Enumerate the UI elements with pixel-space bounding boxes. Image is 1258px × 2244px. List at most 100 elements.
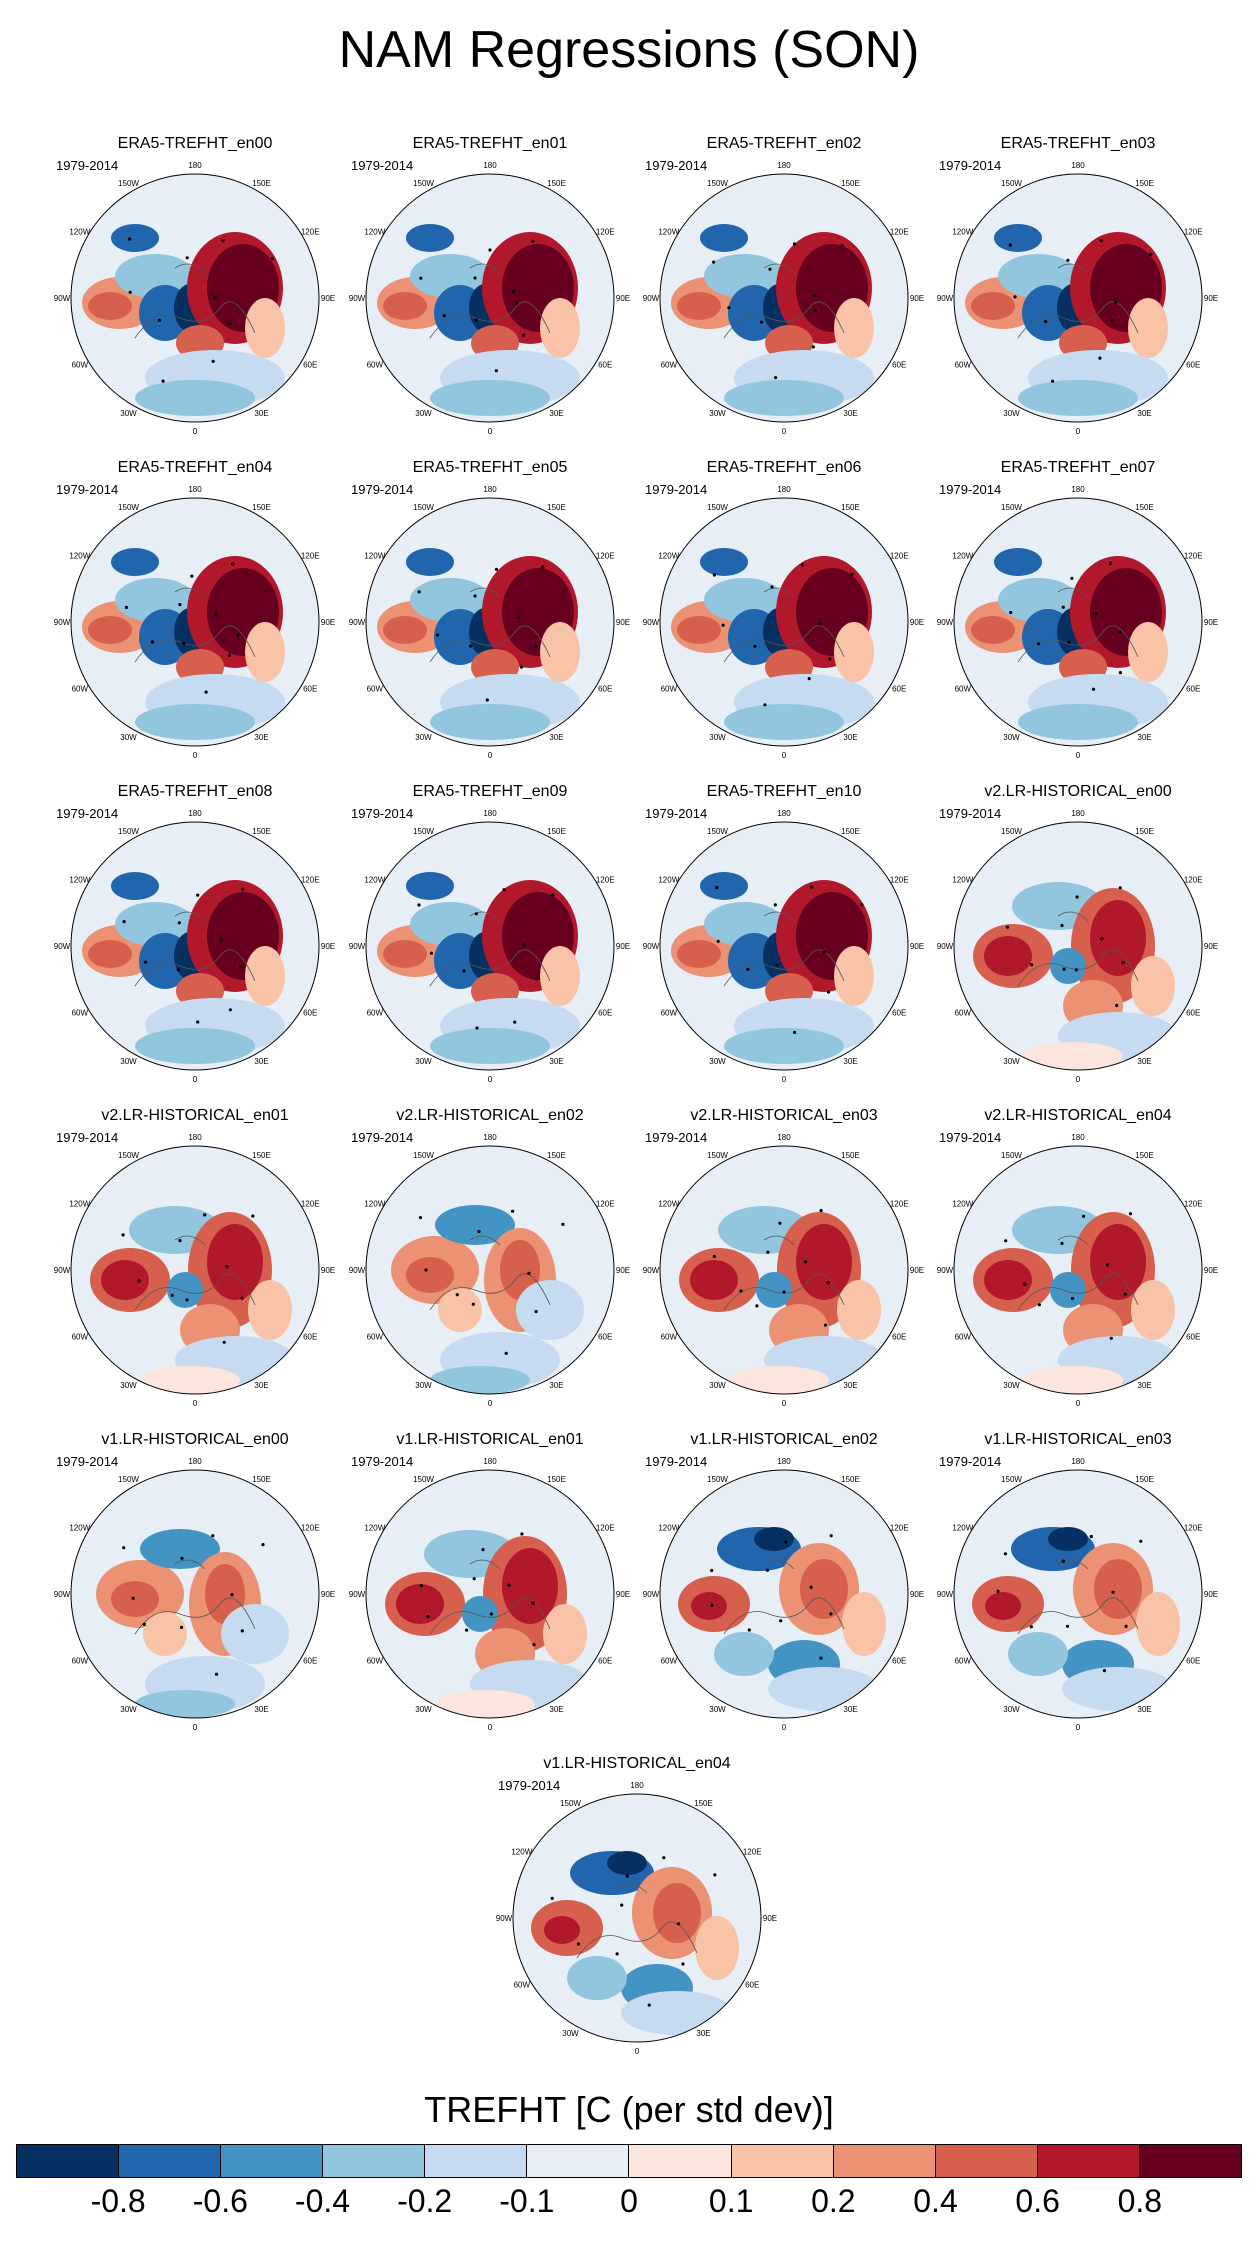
- longitude-label: 120W: [952, 552, 973, 561]
- longitude-label: 30W: [709, 409, 726, 418]
- longitude-label: 150W: [413, 827, 434, 836]
- significance-dot: [474, 912, 478, 916]
- longitude-label: 60W: [955, 1333, 972, 1342]
- map-panel: v1.LR-HISTORICAL_en03 1979-2014 180 150E 120…: [933, 1430, 1223, 1732]
- map-panel: v1.LR-HISTORICAL_en00 1979-2014 180 150E 120…: [50, 1430, 340, 1732]
- longitude-label: 150W: [118, 1475, 139, 1484]
- map-boundary: [659, 1469, 909, 1719]
- longitude-label: 60W: [72, 361, 89, 370]
- significance-dot: [860, 903, 864, 907]
- significance-dot: [429, 951, 433, 955]
- significance-dot: [178, 603, 182, 607]
- significance-dot: [261, 1543, 265, 1547]
- anomaly-region: [994, 224, 1042, 252]
- significance-dot: [712, 260, 716, 264]
- significance-dot: [1004, 1239, 1008, 1243]
- longitude-label: 30E: [1137, 1381, 1151, 1390]
- colorbar-tick-label: -0.1: [499, 2183, 555, 2219]
- polar-map: 180 150E 120E 90E 60E 30E 0 30W 60W 90W 120W 150W: [643, 485, 924, 760]
- anomaly-region: [540, 622, 580, 682]
- longitude-label: 180: [777, 1133, 791, 1142]
- panel-title: v1.LR-HISTORICAL_en01: [396, 1431, 584, 1448]
- significance-dot: [485, 698, 489, 702]
- significance-dot: [511, 1209, 515, 1213]
- significance-dot: [1009, 610, 1013, 615]
- map-panel: v2.LR-HISTORICAL_en00 1979-2014 180 150E 120…: [933, 782, 1223, 1084]
- colorbar-tick-label: -0.4: [294, 2183, 351, 2219]
- significance-dot: [809, 1585, 813, 1589]
- longitude-label: 30E: [843, 1705, 857, 1714]
- longitude-label: 0: [193, 1399, 198, 1408]
- longitude-label: 30E: [1137, 1705, 1151, 1714]
- significance-dot: [1070, 1296, 1075, 1301]
- longitude-label: 120E: [890, 552, 909, 561]
- map-boundary: [953, 1145, 1203, 1395]
- longitude-label: 180: [777, 809, 791, 818]
- coastline: [134, 1559, 256, 1635]
- longitude-label: 90W: [937, 1266, 954, 1275]
- anomaly-region: [700, 872, 748, 900]
- longitude-label: 120E: [301, 876, 320, 885]
- anomaly-region: [704, 902, 784, 946]
- map-boundary: [659, 1145, 909, 1395]
- anomaly-region: [724, 704, 844, 740]
- significance-dot: [763, 703, 767, 707]
- significance-dot: [681, 1962, 685, 1966]
- significance-dot: [231, 562, 235, 566]
- anomaly-region: [383, 940, 427, 968]
- longitude-label: 180: [483, 1133, 497, 1142]
- longitude-label: 150E: [1135, 1475, 1154, 1484]
- significance-dot: [1065, 1624, 1070, 1628]
- longitude-label: 120W: [952, 876, 973, 885]
- longitude-label: 150E: [252, 1151, 271, 1160]
- longitude-label: 60E: [892, 1657, 906, 1666]
- longitude-label: 90E: [321, 1266, 335, 1275]
- longitude-label: 90E: [1204, 942, 1218, 951]
- longitude-label: 150E: [1135, 179, 1154, 188]
- panel-period: 1979-2014: [645, 1454, 708, 1469]
- longitude-label: 90E: [616, 1266, 630, 1275]
- longitude-label: 30E: [696, 2029, 710, 2038]
- map-panel: ERA5-TREFHT_en05 1979-2014 180 150E 120E 90E 6…: [345, 458, 635, 760]
- significance-dot: [214, 612, 218, 617]
- panel-period: 1979-2014: [939, 158, 1002, 173]
- anomaly-region: [691, 1592, 727, 1620]
- coastline: [723, 263, 845, 339]
- longitude-label: 150E: [694, 1799, 713, 1808]
- longitude-label: 120E: [301, 1200, 320, 1209]
- colorbar-tick-label: 0.2: [811, 2183, 856, 2219]
- longitude-label: 90W: [643, 1590, 660, 1599]
- longitude-label: 180: [1071, 485, 1085, 494]
- significance-dot: [465, 1628, 469, 1632]
- longitude-label: 150E: [252, 503, 271, 512]
- significance-dot: [753, 644, 757, 648]
- longitude-label: 60E: [303, 1333, 317, 1342]
- map-panel: ERA5-TREFHT_en06 1979-2014 180 150E 120E 90E 6…: [639, 458, 929, 760]
- anomaly-region: [690, 1260, 738, 1300]
- longitude-label: 0: [193, 1723, 198, 1732]
- anomaly-region: [406, 1257, 454, 1293]
- significance-dot: [1121, 960, 1125, 964]
- anomaly-region: [462, 1596, 498, 1632]
- longitude-label: 180: [777, 485, 791, 494]
- anomaly-region: [111, 872, 159, 900]
- panel-period: 1979-2014: [56, 158, 119, 173]
- map-boundary: [70, 173, 320, 423]
- longitude-label: 30W: [415, 1705, 432, 1714]
- coastline: [134, 911, 256, 987]
- significance-dot: [1091, 687, 1096, 691]
- significance-dot: [522, 943, 526, 947]
- coastline: [1017, 911, 1139, 987]
- colorbar-tick-label: 0: [620, 2183, 638, 2219]
- significance-dot: [143, 960, 148, 964]
- colorbar-segment: [527, 2145, 630, 2177]
- significance-dot: [829, 1612, 833, 1616]
- polar-map: 180 150E 120E 90E 60E 30E 0 30W 60W 90W 120W 150W: [496, 1781, 777, 2056]
- panel-period: 1979-2014: [56, 482, 119, 497]
- colorbar-segment: [731, 2145, 834, 2177]
- longitude-label: 120E: [890, 876, 909, 885]
- map-panel: ERA5-TREFHT_en08 1979-2014 180 150E 120E 90E 6…: [50, 782, 340, 1084]
- anomaly-region: [167, 1272, 203, 1308]
- anomaly-region: [1050, 948, 1086, 984]
- significance-dot: [489, 1612, 493, 1616]
